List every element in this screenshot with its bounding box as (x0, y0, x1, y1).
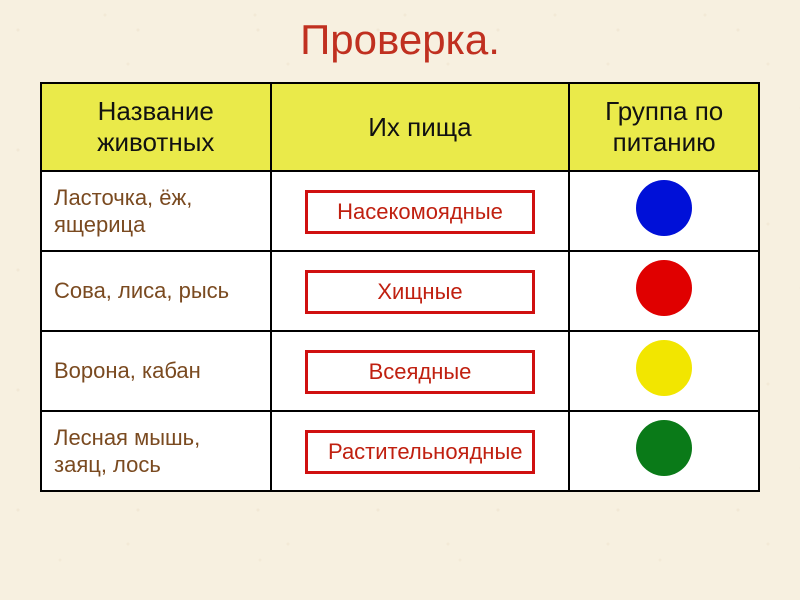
badge-insectivores: Насекомоядные (305, 190, 535, 234)
animals-cell: Ворона, кабан (42, 349, 270, 393)
table-header-row: Название животных Их пища Группа по пита… (41, 83, 759, 171)
group-circle-blue (636, 180, 692, 236)
group-cell (569, 171, 759, 251)
col-food-header: Их пища (271, 83, 570, 171)
badge-predators: Хищные (305, 270, 535, 314)
animals-cell: Ласточка, ёж, ящерица (42, 176, 270, 247)
badge-herbivores: Растительноядные (305, 430, 535, 474)
col-group-header: Группа по питанию (569, 83, 759, 171)
animals-cell: Лесная мышь, заяц, лось (42, 416, 270, 487)
group-circle-green (636, 420, 692, 476)
group-cell (569, 411, 759, 491)
col-animals-header: Название животных (41, 83, 271, 171)
page-title: Проверка. (300, 16, 500, 64)
group-cell (569, 331, 759, 411)
group-circle-red (636, 260, 692, 316)
group-circle-yellow (636, 340, 692, 396)
table-wrap: Название животных Их пища Группа по пита… (40, 82, 760, 492)
group-cell (569, 251, 759, 331)
animals-cell: Сова, лиса, рысь (42, 269, 270, 313)
badge-omnivores: Всеядные (305, 350, 535, 394)
